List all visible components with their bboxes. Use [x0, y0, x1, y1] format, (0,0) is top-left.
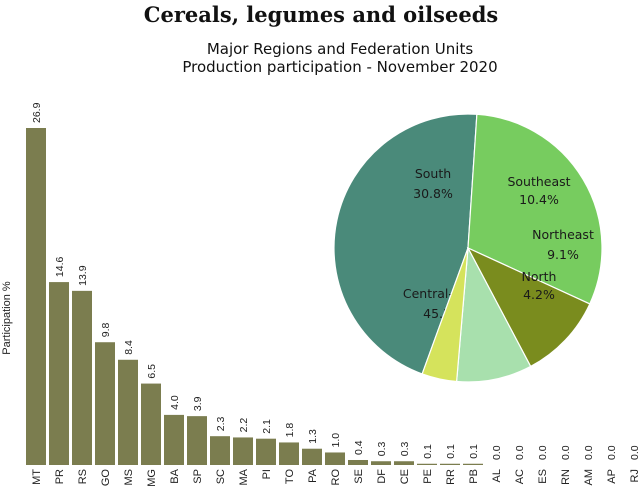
x-tick-label: PI	[261, 469, 273, 479]
bar-value-label: 0.4	[353, 440, 365, 455]
bar-value-label: 6.5	[146, 364, 158, 379]
x-tick-label: SE	[353, 469, 365, 484]
bar-SE	[348, 459, 368, 465]
bar-TO	[279, 442, 299, 465]
bar-value-label: 3.9	[192, 396, 204, 411]
bar-value-label: 0.0	[514, 445, 526, 460]
bar-value-label: 0.0	[560, 445, 572, 460]
bar-value-label: 1.0	[330, 433, 342, 448]
bar-value-label: 0.0	[606, 445, 618, 460]
x-tick-label: GO	[100, 469, 112, 487]
x-tick-label: PR	[54, 469, 66, 484]
bar-value-label: 2.1	[261, 419, 273, 434]
bar-value-label: 2.2	[238, 418, 250, 433]
bar-value-label: 0.1	[468, 444, 480, 459]
x-tick-label: MA	[238, 468, 250, 485]
x-tick-label: RS	[77, 469, 89, 484]
chart-subtitle-line-2: Production participation - November 2020	[182, 58, 497, 76]
bar-PE	[417, 463, 437, 465]
x-tick-label: RO	[330, 469, 342, 486]
x-tick-label: AM	[583, 469, 595, 486]
bar-value-label: 26.9	[31, 102, 43, 123]
bar-value-label: 0.0	[629, 445, 641, 460]
bar-value-label: 14.6	[54, 257, 66, 278]
x-tick-label: CE	[399, 469, 411, 484]
x-tick-label: RJ	[629, 469, 641, 482]
pie-slice-name: Northeast	[532, 227, 594, 242]
bar-GO	[95, 342, 115, 465]
pie-slice-southeast	[466, 246, 591, 368]
bar-series: 26.9 MT 14.6 PR 13.9 RS 9.8 GO 8.4 MS 6.5 MG 4.0 BA 3.…	[26, 102, 641, 487]
x-tick-label: SP	[192, 469, 204, 484]
bar-SC	[210, 436, 230, 465]
bar-value-label: 1.8	[284, 423, 296, 438]
bar-DF	[371, 461, 391, 465]
pie-slice-percent: 10.4%	[519, 192, 559, 207]
bar-value-label: 9.8	[100, 322, 112, 337]
pie-slice-south	[467, 113, 603, 305]
bar-value-label: 0.1	[422, 444, 434, 459]
bar-PB	[463, 463, 483, 465]
x-tick-label: MG	[146, 469, 158, 487]
bar-MG	[141, 383, 161, 465]
pie-slice-central-west	[333, 113, 478, 375]
bar-PA	[302, 448, 322, 465]
bar-value-label: 4.0	[169, 395, 181, 410]
pie-chart: Central-West45.5%South30.8%Southeast10.4…	[333, 113, 603, 383]
bar-RR	[440, 463, 460, 465]
bar-SP	[187, 416, 207, 465]
x-tick-label: AP	[606, 469, 618, 484]
bar-MT	[26, 128, 46, 465]
x-tick-label: PA	[307, 468, 319, 483]
x-tick-label: ES	[537, 469, 549, 484]
bar-RS	[72, 290, 92, 465]
x-tick-label: MS	[123, 469, 135, 486]
bar-value-label: 0.1	[445, 444, 457, 459]
bar-RO	[325, 452, 345, 465]
bar-BA	[164, 414, 184, 465]
bar-value-label: 0.0	[537, 445, 549, 460]
pie-slice-name: Southeast	[507, 174, 570, 189]
x-tick-label: MT	[31, 469, 43, 485]
bar-MA	[233, 437, 253, 465]
pie-slice-north	[421, 247, 469, 383]
x-tick-label: PE	[422, 469, 434, 484]
bar-value-label: 0.0	[583, 445, 595, 460]
pie-slice-name: South	[415, 166, 451, 181]
x-tick-label: AL	[491, 469, 503, 482]
bar-value-label: 8.4	[123, 340, 135, 355]
bar-PR	[49, 282, 69, 465]
bar-value-label: 13.9	[77, 265, 89, 286]
bar-MS	[118, 359, 138, 465]
bar-value-label: 0.3	[376, 441, 388, 456]
x-tick-label: AC	[514, 469, 526, 484]
bar-CE	[394, 461, 414, 465]
chart-title: Cereals, legumes and oilseeds	[144, 2, 498, 27]
x-tick-label: SC	[215, 469, 227, 484]
x-tick-label: RR	[445, 469, 457, 485]
pie-slice-name: North	[522, 269, 557, 284]
x-tick-label: RN	[560, 469, 572, 485]
bar-value-label: 2.3	[215, 416, 227, 431]
pie-slice-percent: 30.8%	[413, 186, 453, 201]
bar-PI	[256, 438, 276, 465]
bar-value-label: 0.0	[491, 445, 503, 460]
bar-value-label: 1.3	[307, 429, 319, 444]
y-axis-label: Participation %	[1, 281, 13, 355]
pie-slice-percent: 9.1%	[547, 247, 579, 262]
x-tick-label: BA	[169, 468, 181, 483]
chart-subtitle-line-1: Major Regions and Federation Units	[207, 40, 474, 58]
bar-value-label: 0.3	[399, 441, 411, 456]
x-tick-label: DF	[376, 469, 388, 484]
x-tick-label: TO	[284, 469, 296, 485]
x-tick-label: PB	[468, 469, 480, 484]
pie-slice-percent: 4.2%	[523, 287, 555, 302]
